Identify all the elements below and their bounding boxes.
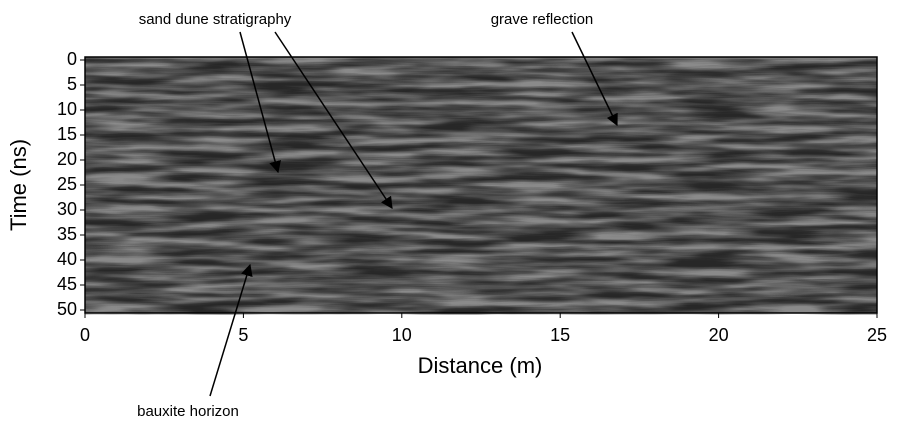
annotation: bauxite horizon	[137, 403, 239, 420]
arrow	[239, 31, 281, 174]
x-tick-label: 20	[709, 325, 729, 345]
y-axis-label: Time (ns)	[6, 139, 31, 231]
y-tick-label: 35	[57, 224, 77, 244]
y-tick-label: 45	[57, 274, 77, 294]
y-tick-label: 15	[57, 124, 77, 144]
y-tick-label: 25	[57, 174, 77, 194]
x-tick-label: 0	[80, 325, 90, 345]
y-tick-label: 50	[57, 299, 77, 319]
y-tick-label: 0	[67, 49, 77, 69]
y-tick-label: 10	[57, 99, 77, 119]
x-tick-label: 25	[867, 325, 887, 345]
y-tick-label: 20	[57, 149, 77, 169]
y-tick-label: 5	[67, 74, 77, 94]
radargram-dark	[85, 59, 877, 315]
arrows	[209, 31, 618, 397]
arrow	[571, 31, 618, 127]
y-tick-label: 30	[57, 199, 77, 219]
plot-area	[84, 56, 878, 315]
x-axis-label: Distance (m)	[418, 353, 543, 378]
arrow	[209, 263, 253, 397]
y-tick-label: 40	[57, 249, 77, 269]
annotation: sand dune stratigraphy	[139, 11, 292, 28]
x-tick-label: 15	[550, 325, 570, 345]
x-tick-label: 5	[238, 325, 248, 345]
x-tick-label: 10	[392, 325, 412, 345]
annotation: grave reflection	[491, 11, 594, 28]
arrow	[274, 31, 393, 209]
